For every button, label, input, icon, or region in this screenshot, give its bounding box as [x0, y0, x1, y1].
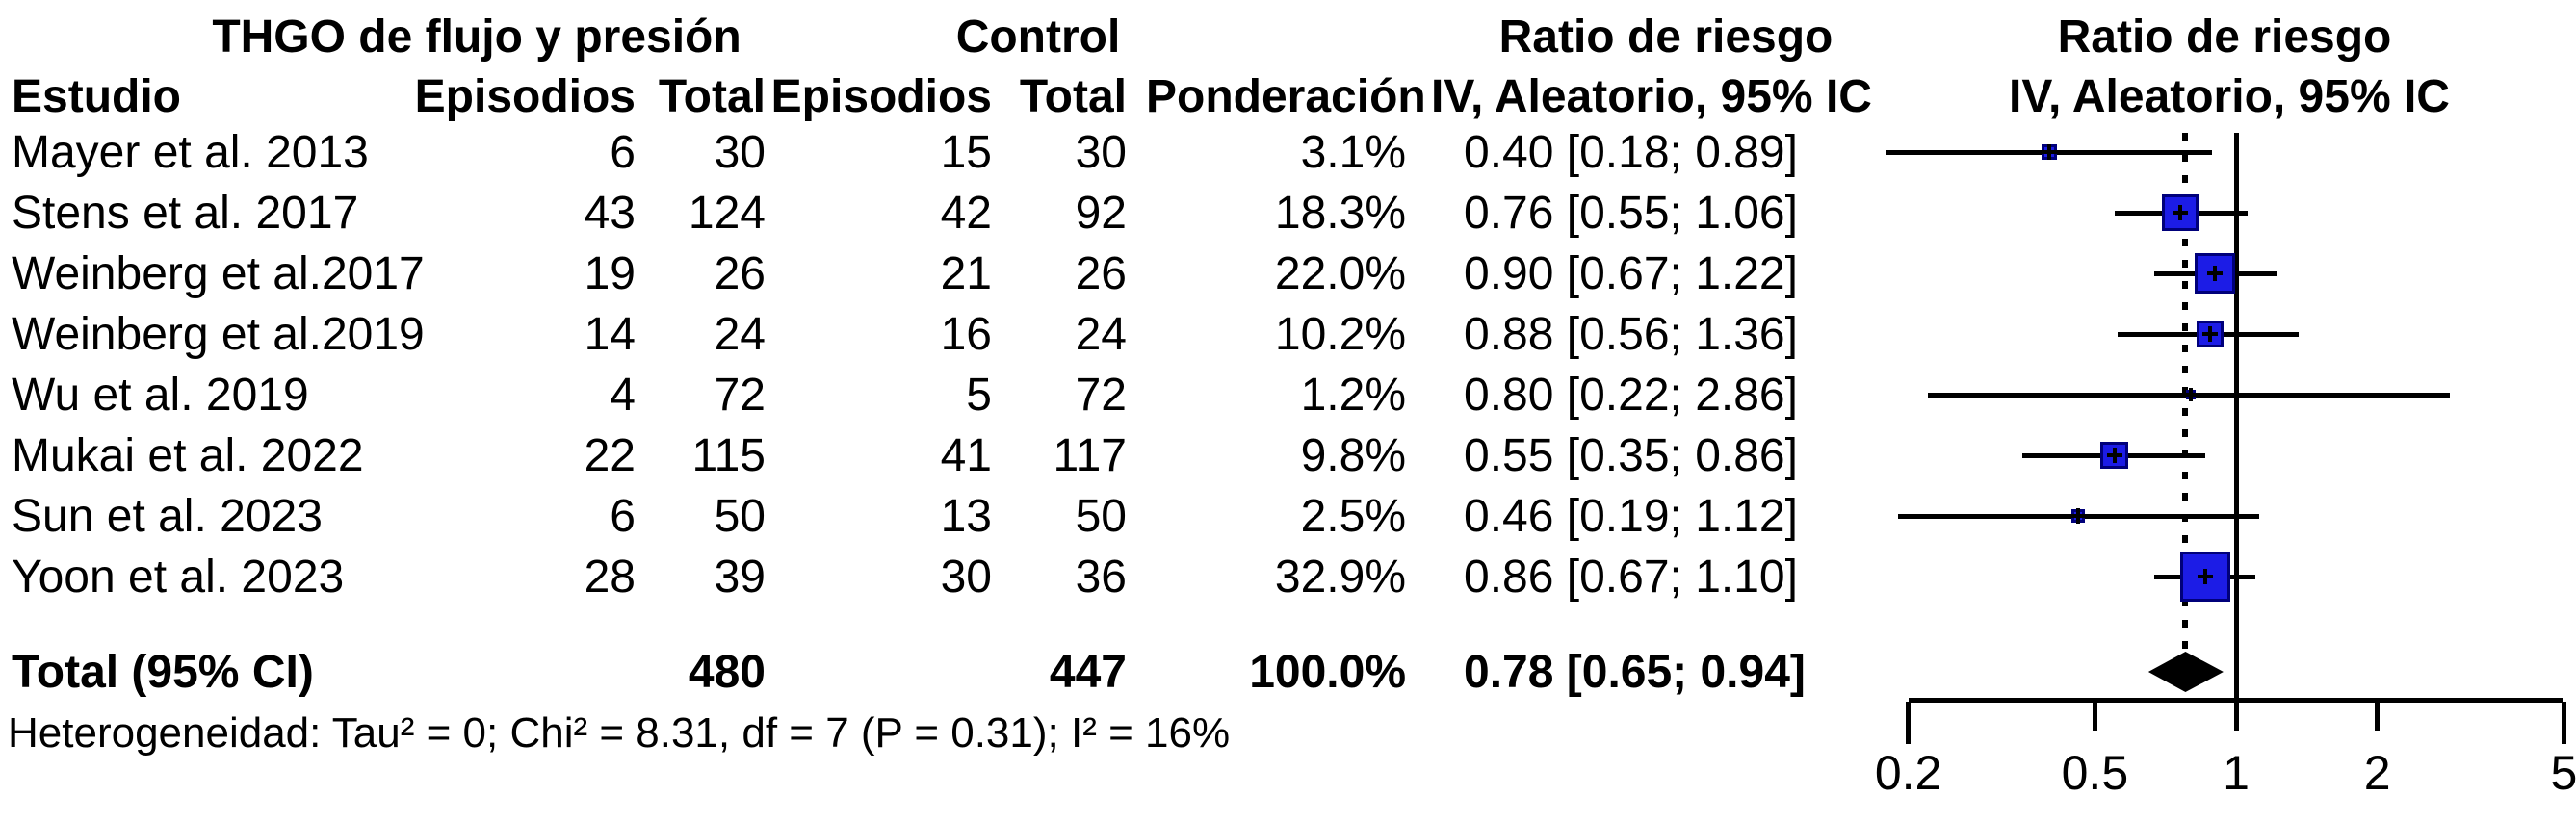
- ratio-ci-value: 0.90 [0.67; 1.22]: [1464, 248, 1798, 299]
- ratio-ci-value: 0.46 [0.19; 1.12]: [1464, 491, 1798, 542]
- total-treatment: 30: [714, 127, 766, 178]
- events-treatment: 6: [610, 491, 636, 542]
- weight-value: 18.3%: [1274, 188, 1406, 239]
- col-header-events-treatment: Episodios: [414, 71, 636, 122]
- study-name: Wu et al. 2019: [12, 370, 309, 421]
- total-treatment: 24: [714, 309, 766, 360]
- col-header-events-control: Episodios: [770, 71, 992, 122]
- weight-value: 22.0%: [1274, 248, 1406, 299]
- total-treatment-n: 480: [688, 647, 766, 698]
- total-control: 30: [1075, 127, 1127, 178]
- weight-value: 1.2%: [1300, 370, 1406, 421]
- events-control: 21: [940, 248, 992, 299]
- effect-square-marker: [2100, 441, 2128, 470]
- x-axis-tick: [2233, 702, 2239, 731]
- point-estimate-cross: [2212, 266, 2217, 281]
- x-axis-line: [1908, 698, 2564, 703]
- total-control: 72: [1075, 370, 1127, 421]
- total-treatment: 124: [688, 188, 766, 239]
- total-control: 36: [1075, 552, 1127, 603]
- col-header-total-control: Total: [1019, 71, 1127, 122]
- point-estimate-cross: [2177, 205, 2182, 220]
- events-control: 30: [940, 552, 992, 603]
- total-control: 92: [1075, 188, 1127, 239]
- total-treatment: 115: [691, 430, 766, 481]
- group-header-ratio-plot: Ratio de riesgo: [2057, 12, 2392, 63]
- point-estimate-cross: [2112, 448, 2117, 463]
- study-name: Mukai et al. 2022: [12, 430, 364, 481]
- total-control-n: 447: [1049, 647, 1127, 698]
- ratio-ci-value: 0.80 [0.22; 2.86]: [1464, 370, 1798, 421]
- total-treatment: 39: [714, 552, 766, 603]
- study-name: Sun et al. 2023: [12, 491, 323, 542]
- total-control: 117: [1053, 430, 1127, 481]
- effect-square-marker: [2196, 320, 2225, 348]
- point-estimate-cross: [2207, 326, 2212, 342]
- point-estimate-cross: [2075, 508, 2080, 524]
- total-ratio-ci: 0.78 [0.65; 0.94]: [1464, 647, 1806, 698]
- total-weight: 100.0%: [1249, 647, 1406, 698]
- weight-value: 9.8%: [1300, 430, 1406, 481]
- group-header-treatment: THGO de flujo y presión: [212, 12, 742, 63]
- x-axis-tick-label: 1: [2223, 746, 2250, 800]
- events-treatment: 22: [584, 430, 636, 481]
- null-effect-line: [2233, 133, 2239, 703]
- x-axis-tick: [1906, 702, 1912, 744]
- point-estimate-cross: [2203, 569, 2208, 584]
- events-control: 15: [940, 127, 992, 178]
- col-header-study: Estudio: [12, 71, 181, 122]
- ratio-ci-value: 0.88 [0.56; 1.36]: [1464, 309, 1798, 360]
- ratio-ci-value: 0.76 [0.55; 1.06]: [1464, 188, 1798, 239]
- x-axis-tick: [2092, 702, 2097, 731]
- weight-value: 32.9%: [1274, 552, 1406, 603]
- weight-value: 10.2%: [1274, 309, 1406, 360]
- events-treatment: 43: [584, 188, 636, 239]
- group-header-ratio-text: Ratio de riesgo: [1498, 12, 1834, 63]
- ratio-ci-value: 0.40 [0.18; 0.89]: [1464, 127, 1798, 178]
- col-header-weight: Ponderación: [1146, 71, 1426, 122]
- study-name: Mayer et al. 2013: [12, 127, 369, 178]
- x-axis-tick: [2561, 702, 2566, 744]
- point-estimate-cross: [2047, 144, 2052, 160]
- ratio-ci-value: 0.86 [0.67; 1.10]: [1464, 552, 1798, 603]
- total-control: 26: [1075, 248, 1127, 299]
- events-treatment: 19: [584, 248, 636, 299]
- total-treatment: 50: [714, 491, 766, 542]
- total-treatment: 26: [714, 248, 766, 299]
- total-treatment: 72: [714, 370, 766, 421]
- x-axis-tick-label: 0.5: [2061, 746, 2129, 800]
- events-treatment: 28: [584, 552, 636, 603]
- weight-value: 3.1%: [1300, 127, 1406, 178]
- x-axis-tick-label: 5: [2550, 746, 2576, 800]
- weight-value: 2.5%: [1300, 491, 1406, 542]
- events-control: 5: [966, 370, 992, 421]
- study-name: Stens et al. 2017: [12, 188, 359, 239]
- events-control: 13: [940, 491, 992, 542]
- study-name: Yoon et al. 2023: [12, 552, 345, 603]
- events-control: 41: [940, 430, 992, 481]
- study-name: Weinberg et al.2017: [12, 248, 425, 299]
- total-control: 50: [1075, 491, 1127, 542]
- total-control: 24: [1075, 309, 1127, 360]
- ratio-ci-value: 0.55 [0.35; 0.86]: [1464, 430, 1798, 481]
- study-name: Weinberg et al.2019: [12, 309, 425, 360]
- events-control: 42: [940, 188, 992, 239]
- col-header-ci-plot: IV, Aleatorio, 95% IC: [2009, 71, 2450, 122]
- point-estimate-cross: [2188, 388, 2193, 401]
- x-axis-tick: [2375, 702, 2381, 731]
- events-treatment: 4: [610, 370, 636, 421]
- x-axis-tick-label: 0.2: [1874, 746, 1942, 800]
- events-control: 16: [940, 309, 992, 360]
- events-treatment: 14: [584, 309, 636, 360]
- x-axis-tick-label: 2: [2363, 746, 2391, 800]
- col-header-total-treatment: Total: [658, 71, 766, 122]
- heterogeneity-note: Heterogeneidad: Tau² = 0; Chi² = 8.31, d…: [8, 709, 1231, 757]
- pooled-diamond: [2147, 652, 2224, 692]
- total-row-label: Total (95% CI): [12, 647, 314, 698]
- events-treatment: 6: [610, 127, 636, 178]
- col-header-ci-text: IV, Aleatorio, 95% IC: [1431, 71, 1872, 122]
- group-header-control: Control: [955, 12, 1121, 63]
